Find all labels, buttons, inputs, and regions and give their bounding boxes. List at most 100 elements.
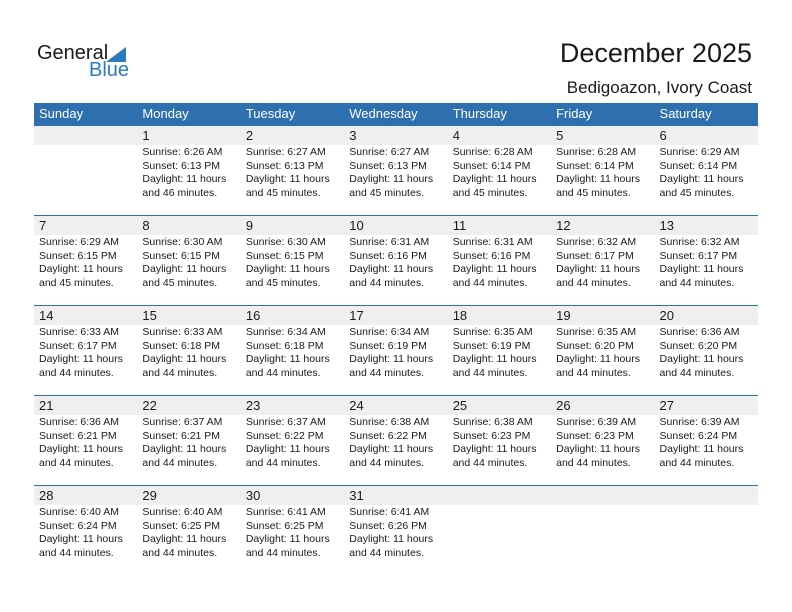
day-cell: Sunrise: 6:36 AM Sunset: 6:21 PM Daylight:… [34,415,137,470]
sunset: Sunset: 6:22 PM [349,429,427,442]
sunrise: Sunrise: 6:32 AM [556,236,637,248]
daylight: Daylight: 11 hours [39,443,123,455]
daylight: Daylight: 11 hours [39,353,123,365]
day-cell: Sunrise: 6:26 AM Sunset: 6:13 PM Daylight:… [137,145,240,200]
week-row: 7 8 9 10 11 12 13 Sunrise: 6:29 AM Sunset: 6:15 … [34,215,758,305]
day-number [448,486,551,505]
daylight-minutes: and 44 minutes. [245,456,321,469]
sunset: Sunset: 6:16 PM [452,249,531,262]
sunset: Sunset: 6:13 PM [142,159,221,172]
daylight-minutes: and 44 minutes. [452,276,528,289]
sunrise: Sunrise: 6:27 AM [245,146,326,158]
daylight: Daylight: 11 hours [245,353,330,365]
daylight-minutes: and 45 minutes. [39,276,114,289]
date-band: 14 15 16 17 18 19 20 [34,306,758,325]
daylight-minutes: and 44 minutes. [349,366,424,379]
daylight: Daylight: 11 hours [142,353,227,365]
logo-triangle-icon [106,47,126,62]
sunrise: Sunrise: 6:35 AM [556,326,637,338]
day-details: Sunrise: 6:40 AM Sunset: 6:24 PM Daylight:… [34,505,758,560]
day-cell: Sunrise: 6:32 AM Sunset: 6:17 PM Daylight:… [655,235,758,290]
date-band: 1 2 3 4 5 6 [34,126,758,145]
day-number: 11 [452,218,467,233]
sunrise: Sunrise: 6:34 AM [245,326,326,338]
sunset: Sunset: 6:14 PM [452,159,531,172]
daylight: Daylight: 11 hours [349,443,434,455]
sunset: Sunset: 6:24 PM [39,519,117,532]
day-details: Sunrise: 6:36 AM Sunset: 6:21 PM Daylight:… [34,415,758,470]
day-number: 14 [39,308,54,323]
day-details: Sunrise: 6:29 AM Sunset: 6:15 PM Daylight:… [34,235,758,290]
day-cell: Sunrise: 6:37 AM Sunset: 6:21 PM Daylight:… [137,415,240,470]
daylight: Daylight: 11 hours [659,353,744,365]
sunset: Sunset: 6:17 PM [556,249,634,262]
sunrise: Sunrise: 6:41 AM [349,506,430,518]
sunrise: Sunrise: 6:31 AM [349,236,430,248]
day-number: 30 [245,488,261,503]
daylight-minutes: and 45 minutes. [245,186,321,199]
daylight: Daylight: 11 hours [39,533,123,545]
day-cell: Sunrise: 6:40 AM Sunset: 6:24 PM Daylight:… [34,505,137,560]
sunset: Sunset: 6:18 PM [245,339,324,352]
weekday-saturday: Saturday [659,106,712,121]
day-cell: Sunrise: 6:41 AM Sunset: 6:26 PM Daylight:… [344,505,447,560]
sunrise: Sunrise: 6:28 AM [556,146,637,158]
day-cell: Sunrise: 6:34 AM Sunset: 6:19 PM Daylight:… [344,325,447,380]
sunset: Sunset: 6:15 PM [245,249,324,262]
sunrise: Sunrise: 6:29 AM [39,236,119,248]
day-cell: Sunrise: 6:41 AM Sunset: 6:25 PM Daylight:… [241,505,344,560]
day-cell: Sunrise: 6:27 AM Sunset: 6:13 PM Daylight:… [344,145,447,200]
day-cell: Sunrise: 6:32 AM Sunset: 6:17 PM Daylight:… [551,235,654,290]
sunrise: Sunrise: 6:40 AM [39,506,119,518]
sunset: Sunset: 6:23 PM [452,429,531,442]
daylight-minutes: and 44 minutes. [349,276,424,289]
sunset: Sunset: 6:19 PM [349,339,427,352]
daylight-minutes: and 44 minutes. [556,366,631,379]
sunrise: Sunrise: 6:38 AM [349,416,430,428]
daylight: Daylight: 11 hours [349,173,434,185]
day-number: 24 [349,398,364,413]
sunset: Sunset: 6:21 PM [142,429,221,442]
daylight-minutes: and 44 minutes. [349,546,424,559]
sunrise: Sunrise: 6:30 AM [245,236,326,248]
daylight: Daylight: 11 hours [349,353,434,365]
day-number: 6 [659,128,667,143]
daylight-minutes: and 45 minutes. [452,186,528,199]
day-number: 29 [142,488,157,503]
daylight-minutes: and 44 minutes. [39,366,114,379]
day-number [34,126,137,145]
sunset: Sunset: 6:14 PM [659,159,738,172]
sunset: Sunset: 6:22 PM [245,429,324,442]
daylight: Daylight: 11 hours [245,443,330,455]
daylight: Daylight: 11 hours [452,443,537,455]
day-cell: Sunrise: 6:33 AM Sunset: 6:18 PM Daylight:… [137,325,240,380]
location: Bedigoazon, Ivory Coast [566,78,752,97]
daylight: Daylight: 11 hours [349,263,434,275]
daylight-minutes: and 44 minutes. [556,276,631,289]
day-cell: Sunrise: 6:35 AM Sunset: 6:19 PM Daylight:… [448,325,551,380]
sunset: Sunset: 6:25 PM [245,519,324,532]
daylight: Daylight: 11 hours [142,443,227,455]
day-number: 18 [452,308,468,323]
daylight-minutes: and 44 minutes. [452,456,528,469]
day-cell: Sunrise: 6:28 AM Sunset: 6:14 PM Daylight:… [551,145,654,200]
sunrise: Sunrise: 6:33 AM [142,326,223,338]
day-number: 28 [39,488,54,503]
sunrise: Sunrise: 6:41 AM [245,506,326,518]
daylight: Daylight: 11 hours [452,173,537,185]
daylight-minutes: and 46 minutes. [142,186,218,199]
day-cell [448,505,551,560]
day-cell: Sunrise: 6:29 AM Sunset: 6:14 PM Daylight:… [655,145,758,200]
sunrise: Sunrise: 6:38 AM [452,416,533,428]
weekday-header: Sunday Monday Tuesday Wednesday Thursday Frid… [34,103,758,125]
logo-text-general: General [37,42,109,64]
weekday-sunday: Sunday [39,106,84,121]
day-number: 16 [245,308,261,323]
daylight-minutes: and 44 minutes. [556,456,631,469]
week-row: 28 29 30 31 Sunrise: 6:40 AM Sunset: 6:24 PM D… [34,485,758,575]
day-number: 12 [556,218,571,233]
day-number: 21 [39,398,54,413]
day-details: Sunrise: 6:33 AM Sunset: 6:17 PM Daylight:… [34,325,758,380]
sunset: Sunset: 6:20 PM [556,339,634,352]
day-number: 27 [659,398,674,413]
